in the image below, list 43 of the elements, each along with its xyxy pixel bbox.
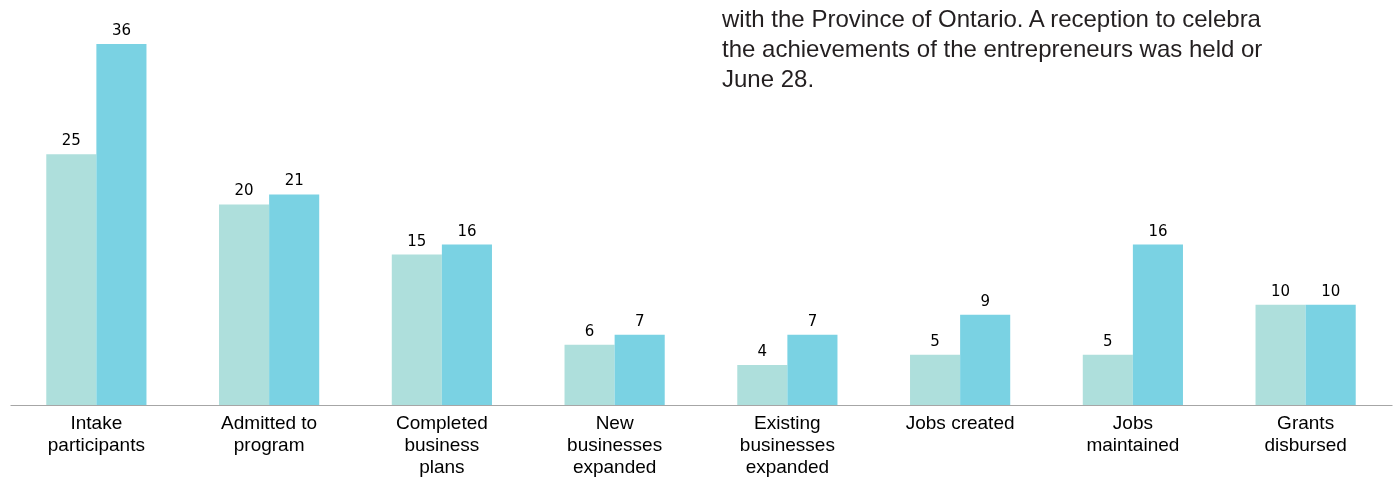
bar <box>1082 354 1133 405</box>
data-label: 25 <box>61 131 81 150</box>
x-tick-label: Grants disbursed <box>1264 411 1347 455</box>
data-label: 16 <box>457 221 477 240</box>
bar <box>614 334 665 405</box>
x-tick-label: Completed business plans <box>395 411 488 477</box>
bar <box>787 334 838 405</box>
x-tick-label: Admitted to program <box>221 411 318 455</box>
annotation: the achievements of the entrepreneurs was held or <box>722 34 1263 64</box>
x-tick-label: Intake participants <box>47 411 145 455</box>
annotation: June 28. <box>722 64 816 94</box>
bar <box>910 354 961 405</box>
bar <box>219 204 270 405</box>
bar <box>737 364 788 405</box>
bar <box>391 254 442 405</box>
x-tick-label: New businesses expanded <box>567 411 663 477</box>
data-label: 36 <box>111 21 131 39</box>
x-tick-label: Jobs maintained <box>1086 411 1180 455</box>
data-label: 6 <box>584 321 595 340</box>
bar <box>564 344 615 405</box>
data-label: 9 <box>980 291 990 310</box>
text: with the Province of Ontario. A reception to celebra <box>722 4 1262 34</box>
data-label: 5 <box>930 331 940 350</box>
bar <box>46 154 97 405</box>
data-label: 5 <box>1103 331 1113 350</box>
data-label: 7 <box>807 311 818 330</box>
data-label: 4 <box>757 341 768 360</box>
x-tick-label: Jobs created <box>905 411 1015 433</box>
bar <box>1305 304 1356 405</box>
data-label: 20 <box>234 181 254 200</box>
data-label: 15 <box>407 231 427 250</box>
bar <box>960 314 1011 405</box>
bar <box>1255 304 1306 405</box>
data-label: 10 <box>1271 281 1291 300</box>
bar <box>441 244 492 405</box>
bar <box>269 194 320 405</box>
data-label: 7 <box>634 311 645 330</box>
data-label: 21 <box>284 171 304 190</box>
bar <box>1132 244 1183 405</box>
bar <box>96 44 147 405</box>
data-label: 10 <box>1321 281 1341 300</box>
data-label: 16 <box>1148 221 1168 240</box>
x-tick-label: Existing businesses expanded <box>739 411 835 477</box>
